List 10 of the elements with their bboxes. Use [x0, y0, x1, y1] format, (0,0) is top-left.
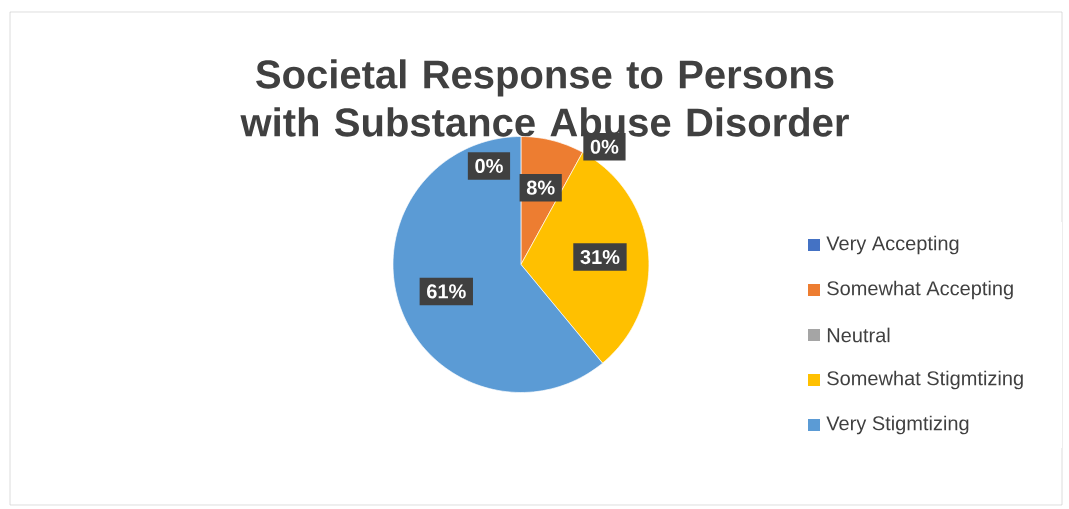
data-label: 8% — [526, 180, 555, 195]
legend-label: Very Accepting — [826, 235, 959, 255]
legend-label: Neutral — [827, 327, 890, 343]
text: 0% — [475, 158, 503, 174]
data-label: 31% — [580, 249, 620, 265]
legend-label: Somewhat Accepting — [827, 280, 1013, 300]
data-label: 61% — [427, 284, 466, 299]
text: 0% — [590, 139, 619, 154]
legend-label: Somewhat Stigmtizing — [827, 370, 1023, 390]
legend-label: Very Stigmtizing — [826, 415, 969, 435]
